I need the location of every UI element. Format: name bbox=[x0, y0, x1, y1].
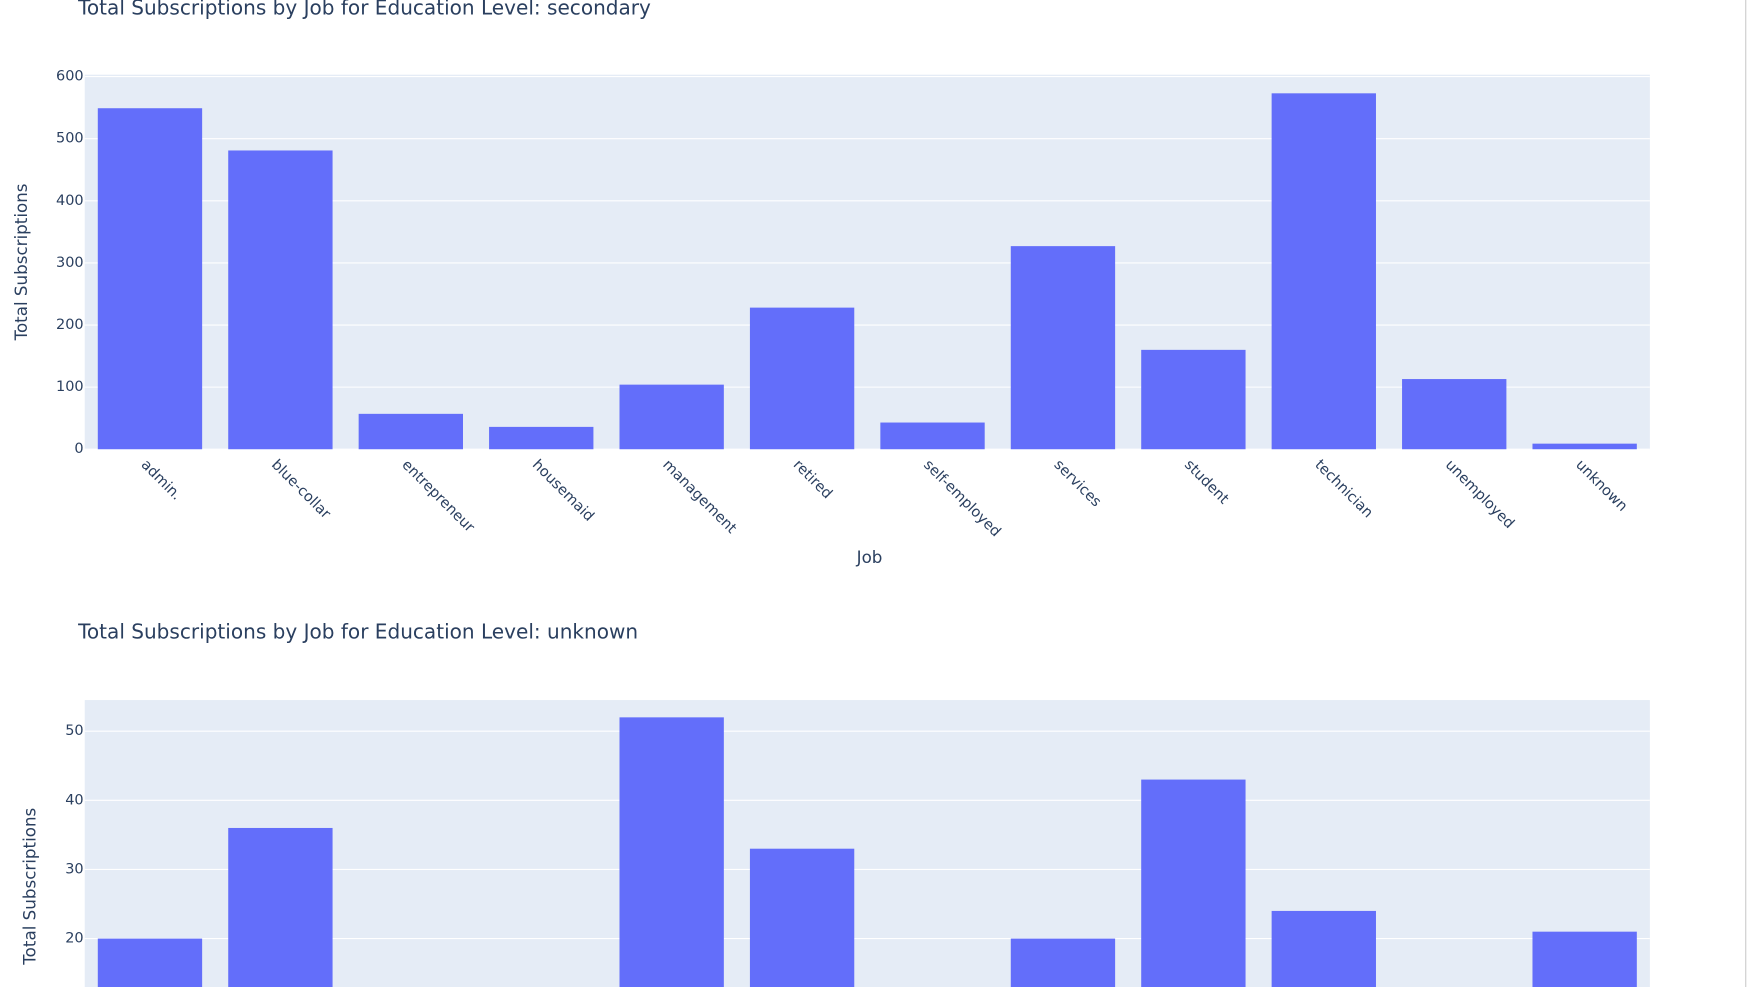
bar bbox=[749, 848, 855, 987]
bar bbox=[1271, 93, 1376, 450]
bar bbox=[1010, 938, 1116, 987]
bar bbox=[619, 384, 724, 450]
plot-area bbox=[84, 700, 1650, 987]
x-tick-label: entrepreneur bbox=[398, 457, 477, 536]
y-axis-title: Total Subscriptions bbox=[20, 808, 40, 966]
y-tick-label: 300 bbox=[56, 255, 84, 271]
y-tick-label: 500 bbox=[56, 131, 84, 147]
y-tick-label: 100 bbox=[56, 379, 84, 395]
x-tick-label: management bbox=[659, 457, 739, 537]
x-tick-label: retired bbox=[790, 457, 835, 502]
x-tick-label: student bbox=[1181, 457, 1232, 508]
x-tick-label: housemaid bbox=[529, 457, 597, 525]
y-tick-label: 50 bbox=[65, 723, 83, 739]
bar bbox=[880, 422, 985, 450]
x-axis-title: Job bbox=[856, 547, 883, 567]
bar bbox=[1532, 443, 1637, 450]
x-tick-label: unknown bbox=[1572, 457, 1630, 515]
x-tick-label: self-employed bbox=[920, 457, 1003, 540]
y-tick-label: 20 bbox=[65, 931, 83, 947]
bar bbox=[619, 717, 724, 987]
y-tick-label: 0 bbox=[74, 441, 83, 457]
bar bbox=[1271, 910, 1376, 987]
bar bbox=[489, 426, 594, 450]
bar bbox=[228, 150, 333, 450]
chart-title: Total Subscriptions by Job for Education… bbox=[77, 620, 638, 644]
bar bbox=[228, 827, 333, 987]
y-tick-label: 400 bbox=[56, 193, 84, 209]
y-axis-title: Total Subscriptions bbox=[11, 183, 31, 341]
x-tick-label: unemployed bbox=[1442, 457, 1517, 532]
bar bbox=[1141, 779, 1246, 987]
bar bbox=[1141, 349, 1246, 450]
chart-title: Total Subscriptions by Job for Education… bbox=[77, 0, 651, 19]
bar bbox=[97, 938, 203, 987]
bar bbox=[749, 307, 855, 450]
bar bbox=[1532, 931, 1637, 987]
y-tick-label: 200 bbox=[56, 317, 84, 333]
y-tick-label: 30 bbox=[65, 861, 83, 877]
x-tick-label: services bbox=[1051, 457, 1104, 510]
bar bbox=[97, 108, 203, 450]
x-tick-label: admin. bbox=[138, 457, 185, 504]
x-tick-label: technician bbox=[1311, 457, 1375, 521]
y-tick-label: 600 bbox=[56, 69, 84, 85]
bar bbox=[1010, 246, 1116, 450]
bar bbox=[358, 413, 463, 450]
x-tick-label: blue-collar bbox=[268, 457, 333, 522]
y-tick-label: 40 bbox=[65, 792, 83, 808]
bar bbox=[1402, 379, 1507, 450]
